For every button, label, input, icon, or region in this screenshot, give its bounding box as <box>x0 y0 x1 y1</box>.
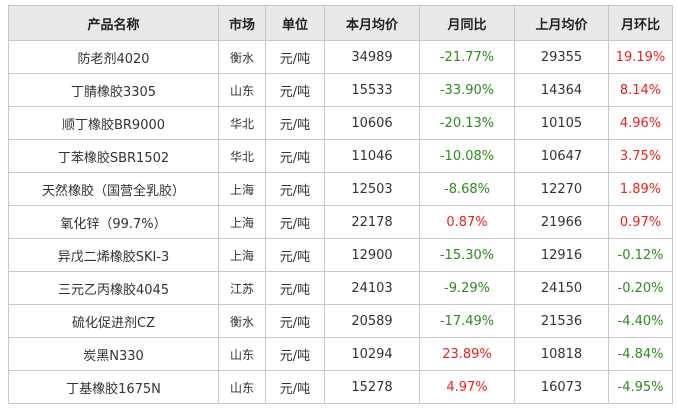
mom-change-cell: -4.84% <box>608 337 673 371</box>
market-cell: 山东 <box>218 370 266 404</box>
table-row: 三元乙丙橡胶4045 江苏 元/吨 24103 -9.29% 24150 -0.20% <box>8 271 673 305</box>
yoy-change-cell: -33.90% <box>419 73 515 107</box>
yoy-change-cell: -15.30% <box>419 238 515 272</box>
header-previous-avg-price: 上月均价 <box>514 5 609 41</box>
product-name-cell: 氧化锌（99.7%） <box>8 205 219 239</box>
product-name-cell: 丁腈橡胶3305 <box>8 73 219 107</box>
mom-change-cell: 19.19% <box>608 40 673 74</box>
table-row: 硫化促进剂CZ 衡水 元/吨 20589 -17.49% 21536 -4.40% <box>8 304 673 338</box>
current-price-cell: 24103 <box>324 271 420 305</box>
product-name-cell: 异戊二烯橡胶SKI-3 <box>8 238 219 272</box>
market-cell: 江苏 <box>218 271 266 305</box>
yoy-change-cell: 0.87% <box>419 205 515 239</box>
mom-change-cell: 0.97% <box>608 205 673 239</box>
header-current-avg-price: 本月均价 <box>324 5 420 41</box>
previous-price-cell: 12916 <box>514 238 609 272</box>
table-row: 天然橡胶（国营全乳胶） 上海 元/吨 12503 -8.68% 12270 1.89% <box>8 172 673 206</box>
table-row: 氧化锌（99.7%） 上海 元/吨 22178 0.87% 21966 0.97% <box>8 205 673 239</box>
product-name-cell: 丁苯橡胶SBR1502 <box>8 139 219 173</box>
current-price-cell: 10294 <box>324 337 420 371</box>
current-price-cell: 10606 <box>324 106 420 140</box>
unit-cell: 元/吨 <box>265 172 325 206</box>
previous-price-cell: 16073 <box>514 370 609 404</box>
previous-price-cell: 10647 <box>514 139 609 173</box>
yoy-change-cell: -9.29% <box>419 271 515 305</box>
product-name-cell: 炭黑N330 <box>8 337 219 371</box>
product-name-cell: 天然橡胶（国营全乳胶） <box>8 172 219 206</box>
current-price-cell: 15278 <box>324 370 420 404</box>
table-row: 防老剂4020 衡水 元/吨 34989 -21.77% 29355 19.19% <box>8 40 673 74</box>
previous-price-cell: 24150 <box>514 271 609 305</box>
product-name-cell: 丁基橡胶1675N <box>8 370 219 404</box>
market-cell: 上海 <box>218 238 266 272</box>
table-row: 丁基橡胶1675N 山东 元/吨 15278 4.97% 16073 -4.95% <box>8 370 673 404</box>
market-cell: 华北 <box>218 139 266 173</box>
mom-change-cell: -4.40% <box>608 304 673 338</box>
current-price-cell: 12503 <box>324 172 420 206</box>
current-price-cell: 20589 <box>324 304 420 338</box>
mom-change-cell: -0.20% <box>608 271 673 305</box>
table-row: 丁腈橡胶3305 山东 元/吨 15533 -33.90% 14364 8.14% <box>8 73 673 107</box>
header-month-on-month: 月环比 <box>608 5 673 41</box>
market-cell: 华北 <box>218 106 266 140</box>
unit-cell: 元/吨 <box>265 238 325 272</box>
product-name-cell: 三元乙丙橡胶4045 <box>8 271 219 305</box>
previous-price-cell: 12270 <box>514 172 609 206</box>
previous-price-cell: 21536 <box>514 304 609 338</box>
previous-price-cell: 14364 <box>514 73 609 107</box>
yoy-change-cell: 4.97% <box>419 370 515 404</box>
table-row: 炭黑N330 山东 元/吨 10294 23.89% 10818 -4.84% <box>8 337 673 371</box>
current-price-cell: 22178 <box>324 205 420 239</box>
product-name-cell: 硫化促进剂CZ <box>8 304 219 338</box>
unit-cell: 元/吨 <box>265 73 325 107</box>
price-table-container: 产品名称 市场 单位 本月均价 月同比 上月均价 月环比 防老剂4020 衡水 元/… <box>8 5 673 404</box>
unit-cell: 元/吨 <box>265 40 325 74</box>
current-price-cell: 34989 <box>324 40 420 74</box>
table-header-row: 产品名称 市场 单位 本月均价 月同比 上月均价 月环比 <box>8 5 673 41</box>
table-body: 防老剂4020 衡水 元/吨 34989 -21.77% 29355 19.19% 丁腈橡胶3… <box>8 40 673 404</box>
unit-cell: 元/吨 <box>265 205 325 239</box>
header-market: 市场 <box>218 5 266 41</box>
previous-price-cell: 10818 <box>514 337 609 371</box>
header-product-name: 产品名称 <box>8 5 219 41</box>
current-price-cell: 15533 <box>324 73 420 107</box>
header-year-on-year: 月同比 <box>419 5 515 41</box>
market-cell: 山东 <box>218 337 266 371</box>
product-name-cell: 顺丁橡胶BR9000 <box>8 106 219 140</box>
mom-change-cell: -4.95% <box>608 370 673 404</box>
previous-price-cell: 29355 <box>514 40 609 74</box>
unit-cell: 元/吨 <box>265 370 325 404</box>
unit-cell: 元/吨 <box>265 337 325 371</box>
mom-change-cell: 3.75% <box>608 139 673 173</box>
market-cell: 衡水 <box>218 40 266 74</box>
header-unit: 单位 <box>265 5 325 41</box>
market-cell: 上海 <box>218 205 266 239</box>
previous-price-cell: 21966 <box>514 205 609 239</box>
price-table: 产品名称 市场 单位 本月均价 月同比 上月均价 月环比 防老剂4020 衡水 元/… <box>8 5 673 404</box>
market-cell: 上海 <box>218 172 266 206</box>
current-price-cell: 11046 <box>324 139 420 173</box>
mom-change-cell: 1.89% <box>608 172 673 206</box>
market-cell: 山东 <box>218 73 266 107</box>
table-row: 丁苯橡胶SBR1502 华北 元/吨 11046 -10.08% 10647 3.75% <box>8 139 673 173</box>
market-cell: 衡水 <box>218 304 266 338</box>
yoy-change-cell: -21.77% <box>419 40 515 74</box>
mom-change-cell: 4.96% <box>608 106 673 140</box>
table-row: 异戊二烯橡胶SKI-3 上海 元/吨 12900 -15.30% 12916 -0.12% <box>8 238 673 272</box>
unit-cell: 元/吨 <box>265 271 325 305</box>
product-name-cell: 防老剂4020 <box>8 40 219 74</box>
mom-change-cell: -0.12% <box>608 238 673 272</box>
mom-change-cell: 8.14% <box>608 73 673 107</box>
previous-price-cell: 10105 <box>514 106 609 140</box>
yoy-change-cell: -8.68% <box>419 172 515 206</box>
unit-cell: 元/吨 <box>265 106 325 140</box>
yoy-change-cell: -17.49% <box>419 304 515 338</box>
unit-cell: 元/吨 <box>265 304 325 338</box>
yoy-change-cell: -20.13% <box>419 106 515 140</box>
current-price-cell: 12900 <box>324 238 420 272</box>
yoy-change-cell: -10.08% <box>419 139 515 173</box>
table-row: 顺丁橡胶BR9000 华北 元/吨 10606 -20.13% 10105 4.96% <box>8 106 673 140</box>
yoy-change-cell: 23.89% <box>419 337 515 371</box>
unit-cell: 元/吨 <box>265 139 325 173</box>
